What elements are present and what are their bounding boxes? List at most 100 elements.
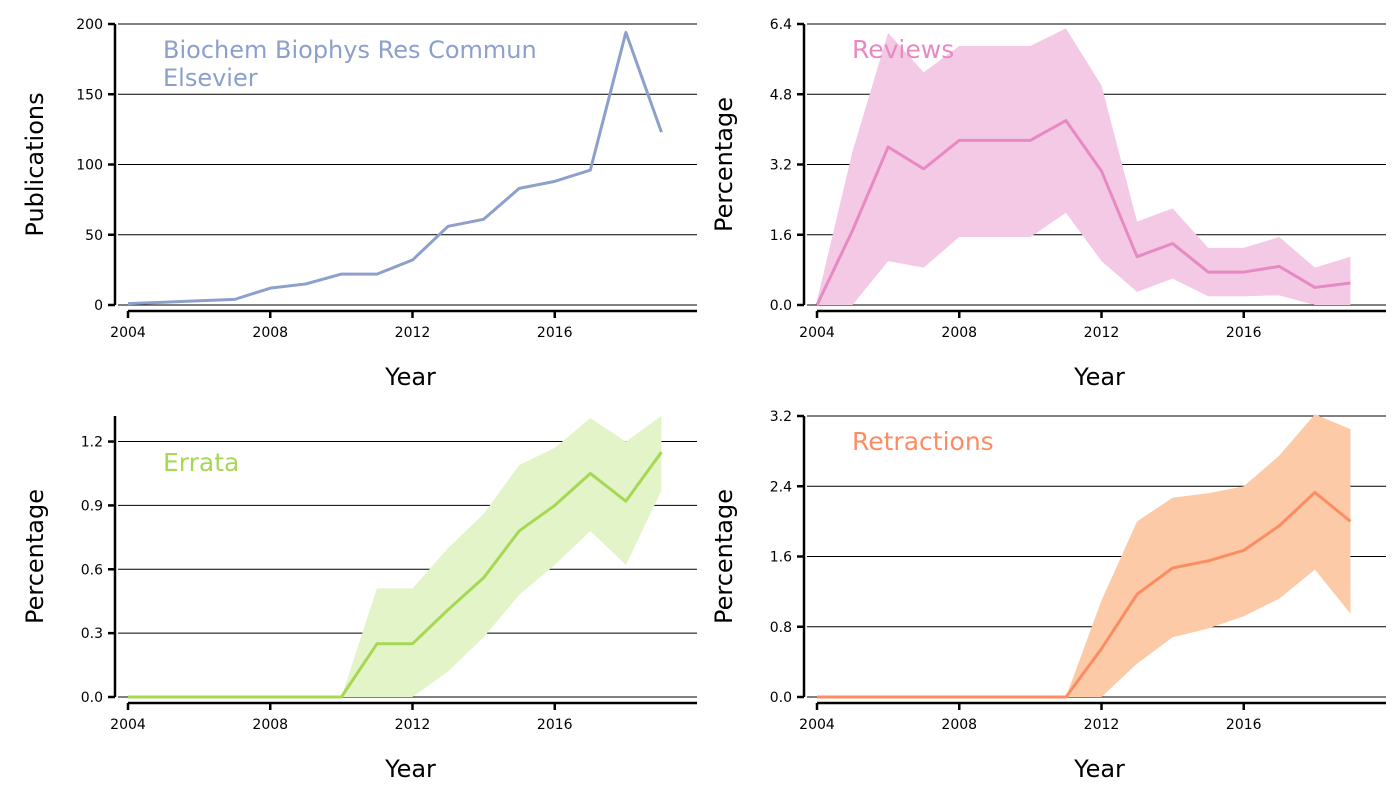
data-point <box>304 282 307 285</box>
y-tick-label: 200 <box>76 17 103 33</box>
y-tick-label: 0.0 <box>770 690 792 706</box>
data-point <box>553 504 556 507</box>
data-point <box>375 273 378 276</box>
data-point <box>340 273 343 276</box>
data-point <box>198 299 201 302</box>
confidence-band <box>817 414 1351 697</box>
x-tick-label: 2008 <box>252 325 288 341</box>
data-point <box>162 301 165 304</box>
data-point <box>887 145 890 148</box>
panel-4: 0.0 0.8 1.6 2.4 3.2 2004 2008 2012 2016 Year Perce… <box>710 409 1386 783</box>
data-point <box>1242 271 1245 274</box>
data-point <box>851 696 854 699</box>
panel-annotation: Elsevier <box>163 64 258 92</box>
x-tick-label: 2008 <box>941 717 977 733</box>
x-axis-title: Year <box>384 363 436 391</box>
data-point <box>340 696 343 699</box>
y-tick-label: 0.8 <box>770 620 792 636</box>
data-point <box>1278 524 1281 527</box>
data-point <box>304 696 307 699</box>
data-point <box>447 225 450 228</box>
series-line <box>815 119 1351 306</box>
data-point <box>447 608 450 611</box>
y-tick-label: 4.8 <box>770 87 792 103</box>
series-line <box>127 30 663 306</box>
data-point <box>1171 566 1174 569</box>
y-tick-label: 6.4 <box>770 17 792 33</box>
data-point <box>993 139 996 142</box>
data-point <box>589 169 592 172</box>
y-tick-label: 0.9 <box>81 498 103 514</box>
x-tick-label: 2004 <box>110 717 146 733</box>
data-point <box>127 302 130 305</box>
x-tick-label: 2012 <box>1084 717 1120 733</box>
panel-annotation: Errata <box>163 448 239 477</box>
y-tick-label: 3.2 <box>770 158 792 174</box>
confidence-band <box>128 416 662 697</box>
data-point <box>127 696 130 699</box>
data-point <box>1136 255 1139 258</box>
data-point <box>660 131 663 134</box>
y-tick-label: 150 <box>76 87 103 103</box>
data-point <box>1136 593 1139 596</box>
data-point <box>1064 119 1067 122</box>
data-point <box>411 642 414 645</box>
data-point <box>922 167 925 170</box>
data-point <box>1207 559 1210 562</box>
y-axis-title: Percentage <box>710 489 738 624</box>
data-point <box>198 696 201 699</box>
data-point <box>233 298 236 301</box>
data-point <box>1349 282 1352 285</box>
data-point <box>1313 286 1316 289</box>
data-point <box>887 696 890 699</box>
data-point <box>1242 549 1245 552</box>
x-tick-label: 2004 <box>110 325 146 341</box>
x-axis-title: Year <box>1073 363 1125 391</box>
data-point <box>624 500 627 503</box>
x-tick-label: 2016 <box>1226 717 1262 733</box>
confidence-band <box>817 28 1351 305</box>
data-point <box>660 451 663 454</box>
data-point <box>553 180 556 183</box>
data-point <box>1171 242 1174 245</box>
panel-annotation: Biochem Biophys Res Commun <box>163 36 537 64</box>
data-point <box>518 529 521 532</box>
y-tick-label: 1.2 <box>81 435 103 451</box>
y-tick-label: 0.0 <box>770 298 792 314</box>
data-point <box>1100 647 1103 650</box>
y-tick-label: 0.3 <box>81 626 103 642</box>
data-point <box>411 259 414 262</box>
y-tick-label: 0.0 <box>81 690 103 706</box>
data-point <box>1029 696 1032 699</box>
x-tick-label: 2016 <box>537 717 573 733</box>
x-axis-title: Year <box>1073 755 1125 783</box>
x-tick-label: 2016 <box>1226 325 1262 341</box>
panel-annotation: Reviews <box>852 35 954 64</box>
y-tick-label: 2.4 <box>770 479 792 495</box>
y-axis-title: Percentage <box>710 97 738 232</box>
y-axis-title: Publications <box>21 92 49 236</box>
y-axis-title: Percentage <box>21 489 49 624</box>
data-point <box>1278 265 1281 268</box>
data-point <box>518 187 521 190</box>
data-point <box>269 696 272 699</box>
x-tick-label: 2008 <box>252 717 288 733</box>
panel-1: 0 50 100 150 200 2004 2008 2012 2016 Year Publicat… <box>21 17 697 391</box>
x-tick-label: 2016 <box>537 325 573 341</box>
data-point <box>958 696 961 699</box>
data-point <box>993 696 996 699</box>
x-tick-label: 2004 <box>799 717 835 733</box>
x-tick-label: 2004 <box>799 325 835 341</box>
data-point <box>922 696 925 699</box>
data-point <box>233 696 236 699</box>
y-tick-label: 0.6 <box>81 562 103 578</box>
y-tick-label: 100 <box>76 158 103 174</box>
data-point <box>162 696 165 699</box>
data-point <box>958 139 961 142</box>
x-tick-label: 2008 <box>941 325 977 341</box>
x-tick-label: 2012 <box>1084 325 1120 341</box>
x-tick-label: 2012 <box>395 325 431 341</box>
data-point <box>851 229 854 232</box>
data-point <box>1029 139 1032 142</box>
